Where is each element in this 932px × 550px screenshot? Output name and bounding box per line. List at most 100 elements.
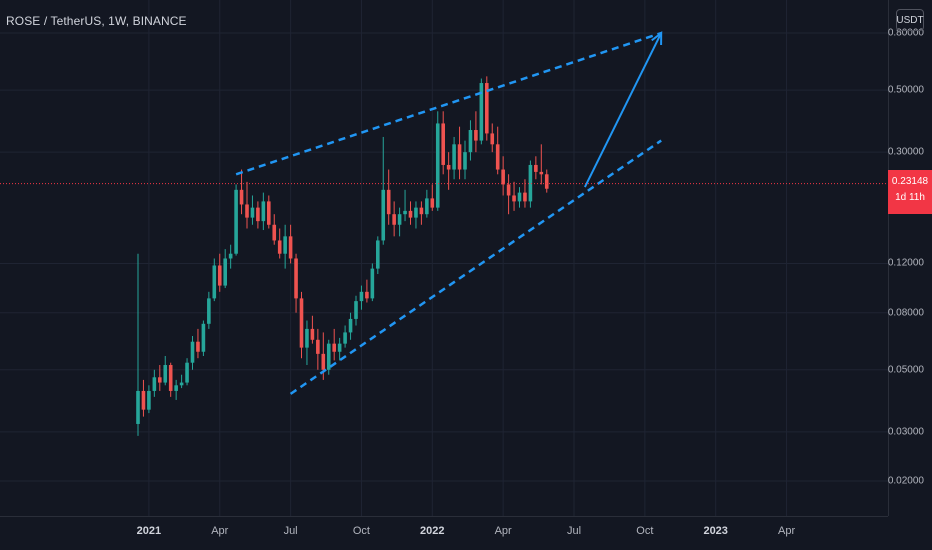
candle-14 xyxy=(212,258,217,302)
lower-channel-line[interactable] xyxy=(289,139,662,395)
candle-body xyxy=(256,207,260,222)
candle-21 xyxy=(250,195,255,225)
candle-9 xyxy=(185,358,189,386)
candle-body xyxy=(234,189,238,254)
candle-67 xyxy=(501,156,505,196)
candle-75 xyxy=(544,169,549,193)
current-price-value: 0.23148 xyxy=(891,175,929,187)
time-axis-label: Apr xyxy=(777,525,796,537)
bar-countdown: 1d 11h xyxy=(895,191,925,203)
candle-body xyxy=(403,210,407,215)
candle-65 xyxy=(490,123,495,153)
candle-23 xyxy=(261,192,266,231)
candles xyxy=(136,76,549,436)
candle-body xyxy=(354,301,358,319)
currency-button[interactable]: USDT xyxy=(896,9,924,31)
candle-38 xyxy=(343,325,347,348)
candle-body xyxy=(261,201,266,222)
price-axis-label: 0.08000 xyxy=(887,307,924,319)
price-chart[interactable] xyxy=(0,0,888,516)
arrow-head xyxy=(651,30,663,46)
candle-body xyxy=(305,328,309,348)
candle-body xyxy=(359,291,364,302)
candle-19 xyxy=(239,169,244,215)
candle-body xyxy=(174,385,178,391)
chart-title: ROSE / TetherUS, 1W, BINANCE xyxy=(6,14,187,28)
candle-body xyxy=(316,339,320,354)
candle-body xyxy=(463,152,467,170)
candle-body xyxy=(495,144,500,170)
price-axis-label: 0.30000 xyxy=(887,146,924,158)
candle-63 xyxy=(479,78,484,145)
candle-32 xyxy=(310,315,315,344)
candle-57 xyxy=(446,152,451,190)
projection-arrow[interactable] xyxy=(584,32,663,188)
candle-26 xyxy=(277,228,282,259)
candle-52 xyxy=(419,201,424,225)
candle-body xyxy=(506,184,511,196)
candle-28 xyxy=(288,224,293,264)
candle-40 xyxy=(354,295,358,326)
price-axis-label: 0.03000 xyxy=(887,426,924,438)
candle-body xyxy=(310,328,315,340)
candle-body xyxy=(446,164,451,170)
candle-body xyxy=(326,343,331,370)
candle-18 xyxy=(234,184,238,256)
candle-body xyxy=(452,144,456,170)
candle-body xyxy=(207,298,211,324)
time-axis-label: Apr xyxy=(494,525,512,537)
candle-17 xyxy=(228,244,233,269)
candle-body xyxy=(370,268,375,299)
candle-body xyxy=(534,164,538,172)
time-axis-label: Jul xyxy=(283,525,298,537)
candle-body xyxy=(332,343,336,352)
candle-body xyxy=(196,341,200,352)
candle-body xyxy=(217,265,222,286)
candle-body xyxy=(223,258,227,286)
time-axis[interactable]: 2021 Apr Jul Oct 2022 Apr Jul Oct 2023 Apr xyxy=(0,516,888,550)
candle-body xyxy=(348,318,353,333)
candle-36 xyxy=(332,328,336,361)
candle-55 xyxy=(435,111,440,211)
candle-30 xyxy=(299,291,304,359)
candle-22 xyxy=(256,201,260,229)
candle-body xyxy=(435,123,440,208)
candle-body xyxy=(457,144,462,170)
time-axis-label: 2021 xyxy=(136,525,162,537)
candle-13 xyxy=(207,291,211,329)
candle-body xyxy=(517,192,522,202)
candle-body xyxy=(272,224,277,241)
candle-37 xyxy=(337,337,342,361)
upper-channel-line[interactable] xyxy=(235,31,662,176)
candle-24 xyxy=(267,195,271,229)
time-axis-label: Apr xyxy=(211,525,229,537)
candle-body xyxy=(474,130,478,141)
candle-20 xyxy=(245,181,249,229)
candle-41 xyxy=(359,285,364,310)
candle-15 xyxy=(217,253,222,292)
candle-body xyxy=(343,332,347,344)
candle-44 xyxy=(376,236,380,275)
candle-body xyxy=(441,123,445,165)
candle-body xyxy=(158,377,162,383)
candle-70 xyxy=(517,187,522,208)
candle-body xyxy=(523,192,527,202)
candle-body xyxy=(245,204,249,218)
candle-body xyxy=(299,298,304,348)
candle-body xyxy=(512,195,516,202)
candle-body xyxy=(168,365,173,391)
candle-body xyxy=(425,198,429,215)
candle-6 xyxy=(168,362,173,397)
price-axis-label: 0.12000 xyxy=(887,257,924,269)
candle-body xyxy=(528,164,533,202)
grid-lines xyxy=(0,0,888,516)
candle-body xyxy=(365,291,369,299)
candle-39 xyxy=(348,312,353,340)
candle-60 xyxy=(463,140,467,180)
price-axis[interactable]: 0.80000 0.50000 0.30000 0.12000 0.08000 0.050… xyxy=(888,0,932,516)
candle-0 xyxy=(136,253,140,436)
candle-body xyxy=(337,343,342,352)
candle-66 xyxy=(495,126,500,175)
candle-62 xyxy=(474,111,478,153)
candle-58 xyxy=(452,136,456,180)
